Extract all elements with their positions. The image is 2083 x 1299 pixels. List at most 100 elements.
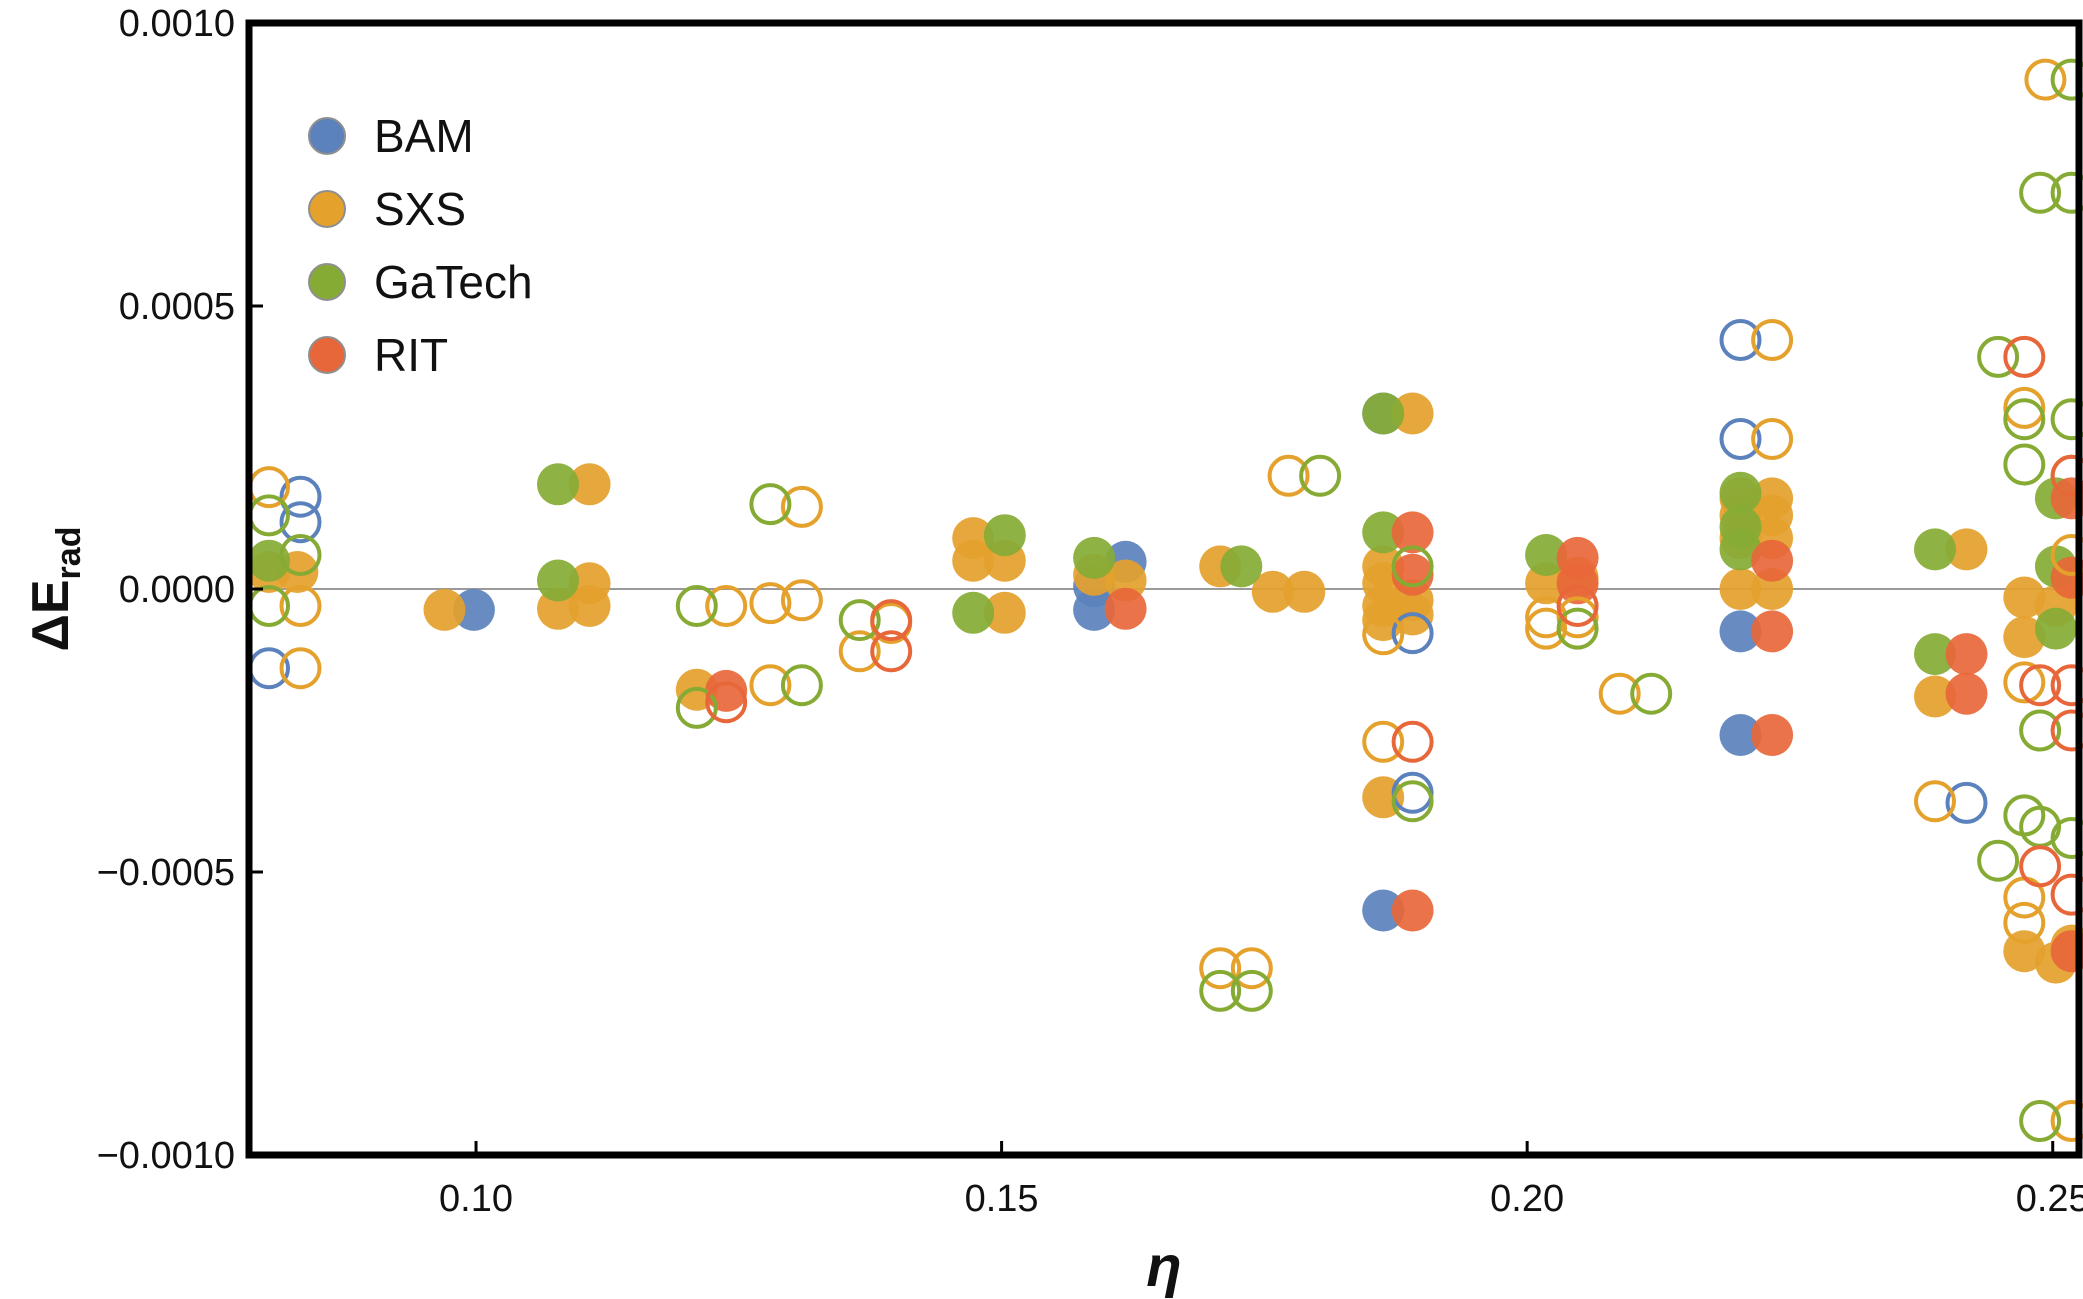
data-point-sxs-open <box>1362 720 1405 763</box>
x-tick-label: 0.20 <box>1490 1178 1564 1220</box>
data-point-sxs-filled <box>1914 675 1956 718</box>
data-point-gatech-open <box>1630 672 1673 715</box>
data-point-gatech-filled <box>1719 471 1762 514</box>
data-point-sxs-filled <box>1719 568 1762 610</box>
data-point-bam-open <box>1719 319 1762 361</box>
data-point-gatech-filled <box>1914 528 1956 571</box>
data-point-sxs-open <box>2024 58 2067 101</box>
data-point-sxs-open <box>2003 901 2046 944</box>
data-point-gatech-filled <box>1719 528 1762 571</box>
y-axis-label-subscript: rad <box>50 527 88 580</box>
data-point-rit-open <box>870 599 913 642</box>
data-point-gatech-filled <box>983 514 1026 557</box>
data-point-gatech-open <box>1199 969 1242 1012</box>
y-tick-label: −0.0010 <box>97 1135 235 1177</box>
data-point-sxs-open <box>1914 780 1956 823</box>
legend-marker-sxs <box>308 190 346 228</box>
data-point-gatech-open <box>675 686 718 729</box>
data-point-gatech-open <box>749 483 792 526</box>
svg-text:ΔErad: ΔErad <box>22 527 88 652</box>
data-point-rit-open <box>2050 709 2083 752</box>
legend-marker-rit <box>308 336 346 374</box>
data-point-gatech-filled <box>1220 545 1263 588</box>
data-point-rit-open <box>1391 720 1434 763</box>
data-point-sxs-open <box>705 585 748 627</box>
data-point-sxs-open <box>2050 1100 2083 1142</box>
data-point-sxs-filled <box>2003 576 2046 619</box>
data-point-sxs-open <box>749 582 792 625</box>
data-point-sxs-open <box>1525 607 1568 650</box>
data-point-rit-open <box>705 681 748 724</box>
data-point-sxs-filled <box>983 591 1026 634</box>
y-tick-label: −0.0005 <box>97 852 235 894</box>
data-point-gatech-open <box>2019 1100 2062 1142</box>
data-point-rit-filled <box>1391 511 1434 554</box>
data-point-sxs-filled <box>1283 570 1326 613</box>
data-point-sxs-filled <box>1251 570 1294 613</box>
y-tick-label: 0.0010 <box>119 3 235 45</box>
data-point-gatech-open <box>2003 398 2046 441</box>
data-point-rit-open <box>2050 454 2083 497</box>
data-point-bam-open <box>1719 418 1762 460</box>
data-point-gatech-open <box>2019 709 2062 752</box>
data-point-gatech-filled <box>1525 534 1568 576</box>
data-point-gatech-open <box>1230 969 1273 1012</box>
data-point-gatech-open <box>1299 454 1342 497</box>
data-point-bam-open <box>1391 612 1434 655</box>
data-point-gatech-filled <box>537 463 579 506</box>
data-point-bam-open <box>1945 781 1988 824</box>
y-axis-label-main: ΔE <box>22 579 80 651</box>
data-point-gatech-filled <box>537 559 579 602</box>
legend: BAM SXS GaTech RIT <box>308 110 533 381</box>
data-point-rit-filled <box>1556 562 1599 605</box>
legend-marker-gatech <box>308 263 346 301</box>
data-point-sxs-open <box>279 647 322 690</box>
data-point-bam-filled <box>1362 889 1405 932</box>
data-point-gatech-filled <box>2034 607 2077 650</box>
x-tick-label: 0.15 <box>965 1178 1039 1220</box>
data-point-sxs-open <box>1525 596 1568 639</box>
data-point-sxs-open <box>1556 596 1599 639</box>
data-point-rit-open <box>2050 664 2083 707</box>
legend-marker-bam <box>308 117 346 155</box>
data-point-gatech-open <box>675 585 718 627</box>
data-point-rit-open <box>2019 664 2062 707</box>
data-point-sxs-filled <box>1945 528 1988 571</box>
y-tick-label: 0.0005 <box>119 286 235 328</box>
legend-label-sxs: SXS <box>374 183 466 235</box>
data-point-rit-filled <box>1945 672 1988 715</box>
data-point-sxs-open <box>780 485 823 528</box>
data-point-gatech-open <box>1556 607 1599 650</box>
data-point-sxs-filled <box>423 588 466 631</box>
data-point-sxs-open <box>1230 947 1273 990</box>
data-point-sxs-filled <box>952 539 995 582</box>
data-point-sxs-filled <box>568 463 611 506</box>
data-point-gatech-open <box>838 599 881 642</box>
data-point-sxs-open <box>1751 418 1794 460</box>
data-point-rit-filled <box>1104 587 1147 630</box>
data-point-rit-open <box>2019 845 2062 888</box>
data-point-sxs-open <box>780 579 823 622</box>
data-point-sxs-open <box>1199 947 1242 990</box>
data-point-gatech-open <box>2019 171 2062 214</box>
data-point-gatech-open <box>1391 780 1434 823</box>
x-axis-ticks: 0.10 0.15 0.20 0.25 <box>439 1141 2083 1220</box>
data-point-gatech-filled <box>248 539 290 582</box>
legend-label-rit: RIT <box>374 329 448 381</box>
data-point-sxs-open <box>2003 386 2046 429</box>
data-point-bam-filled <box>1719 610 1762 653</box>
data-point-bam-open <box>279 475 322 518</box>
data-point-gatech-open <box>780 664 823 707</box>
data-point-sxs-open <box>749 664 792 707</box>
data-point-gatech-filled <box>1914 633 1956 676</box>
data-point-gatech-open <box>2050 58 2083 101</box>
data-point-rit-open <box>870 630 913 673</box>
x-axis-label: η <box>1146 1234 1181 1299</box>
data-point-sxs-open <box>838 630 881 673</box>
y-axis-label: ΔErad <box>22 527 88 652</box>
data-point-gatech-filled <box>1362 511 1405 554</box>
data-point-gatech-open <box>1391 545 1434 588</box>
data-point-bam-open <box>279 501 322 544</box>
x-tick-label: 0.25 <box>2016 1178 2083 1220</box>
